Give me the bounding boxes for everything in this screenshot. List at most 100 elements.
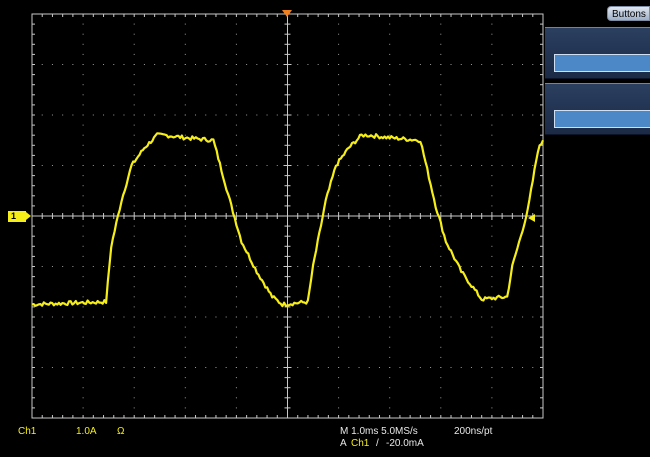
grid-dot: [389, 84, 391, 86]
grid-dot: [195, 316, 197, 318]
grid-dot: [113, 64, 115, 65]
trigger-channel-readout[interactable]: Ch1: [351, 438, 370, 449]
grid-dot: [82, 175, 84, 177]
grid-dot: [256, 266, 258, 267]
grid-dot: [133, 124, 135, 126]
grid-dot: [184, 195, 186, 197]
grid-dot: [184, 154, 186, 156]
grid-dot: [164, 367, 166, 368]
channel-readout[interactable]: Ch1: [18, 426, 37, 437]
grid-dot: [501, 114, 503, 116]
grid-dot: [470, 165, 472, 166]
grid-dot: [491, 296, 493, 298]
grid-dot: [389, 134, 391, 136]
grid-dot: [276, 367, 278, 368]
grid-dot: [338, 154, 340, 156]
side-button-1[interactable]: [545, 27, 650, 79]
grid-dot: [41, 266, 43, 267]
grid-dot: [256, 114, 258, 116]
grid-dot: [51, 266, 53, 267]
grid-dot: [235, 245, 237, 247]
grid-dot: [338, 74, 340, 76]
grid-dot: [358, 316, 360, 318]
trigger-level-readout[interactable]: -20.0mA: [386, 438, 424, 449]
grid-dot: [511, 316, 513, 318]
side-button-1-field[interactable]: [554, 54, 650, 72]
grid-dot: [389, 23, 391, 25]
grid-dot: [440, 407, 442, 409]
grid-dot: [133, 114, 135, 116]
grid-dot: [235, 346, 237, 348]
grid-dot: [82, 165, 84, 166]
grid-dot: [389, 326, 391, 328]
grid-dot: [440, 276, 442, 278]
grid-dot: [491, 114, 493, 116]
grid-dot: [164, 64, 166, 65]
grid-dot: [399, 266, 401, 267]
ch1-ground-marker[interactable]: 1: [8, 211, 31, 222]
grid-dot: [92, 114, 94, 116]
grid-dot: [246, 165, 248, 166]
grid-dot: [389, 286, 391, 288]
trigger-prefix: A: [340, 438, 347, 449]
grid-dot: [338, 94, 340, 96]
buttons-tab[interactable]: Buttons: [607, 6, 650, 21]
grid-dot: [460, 316, 462, 318]
grid-dot: [338, 255, 340, 257]
grid-dot: [378, 367, 380, 368]
grid-dot: [133, 64, 135, 65]
grid-dot: [470, 266, 472, 267]
grid-dot: [82, 336, 84, 338]
grid-dot: [82, 53, 84, 55]
grid-dot: [389, 205, 391, 207]
trigger-level-marker[interactable]: [528, 214, 535, 222]
grid-dot: [82, 377, 84, 379]
grid-dot: [389, 185, 391, 187]
grid-dot: [82, 306, 84, 308]
grid-dot: [184, 104, 186, 106]
grid-dot: [440, 336, 442, 338]
grid-dot: [491, 367, 493, 368]
grid-dot: [450, 114, 452, 116]
grid-dot: [338, 205, 340, 207]
trigger-position-marker[interactable]: [282, 10, 292, 17]
grid-dot: [501, 266, 503, 267]
grid-dot: [399, 114, 401, 116]
grid-dot: [450, 367, 452, 368]
grid-dot: [317, 64, 319, 65]
grid-dot: [389, 165, 391, 166]
vertical-scale-readout[interactable]: 1.0A: [76, 426, 97, 437]
grid-dot: [184, 235, 186, 237]
grid-dot: [522, 316, 524, 318]
grid-dot: [133, 276, 135, 278]
grid-dot: [215, 114, 217, 116]
grid-dot: [195, 165, 197, 166]
grid-dot: [491, 225, 493, 227]
grid-dot: [491, 84, 493, 86]
grid-dot: [246, 266, 248, 267]
grid-dot: [235, 387, 237, 389]
grid-dot: [82, 74, 84, 76]
grid-dot: [184, 276, 186, 278]
grid-dot: [195, 114, 197, 116]
grid-dot: [82, 185, 84, 187]
horizontal-readout[interactable]: M 1.0ms 5.0MS/s: [340, 426, 418, 437]
grid-dot: [491, 144, 493, 146]
side-button-2[interactable]: [545, 83, 650, 135]
grid-dot: [184, 367, 186, 368]
grid-dot: [358, 165, 360, 166]
grid-dot: [276, 114, 278, 116]
grid-dot: [389, 104, 391, 106]
grid-dot: [440, 144, 442, 146]
grid-dot: [440, 296, 442, 298]
grid-dot: [184, 387, 186, 389]
grid-dot: [82, 346, 84, 348]
grid-dot: [491, 185, 493, 187]
grid-dot: [235, 104, 237, 106]
side-button-2-field[interactable]: [554, 110, 650, 128]
grid-dot: [338, 296, 340, 298]
grid-dot: [327, 316, 329, 318]
grid-dot: [276, 316, 278, 318]
grid-dot: [491, 154, 493, 156]
grid-dot: [419, 64, 421, 65]
